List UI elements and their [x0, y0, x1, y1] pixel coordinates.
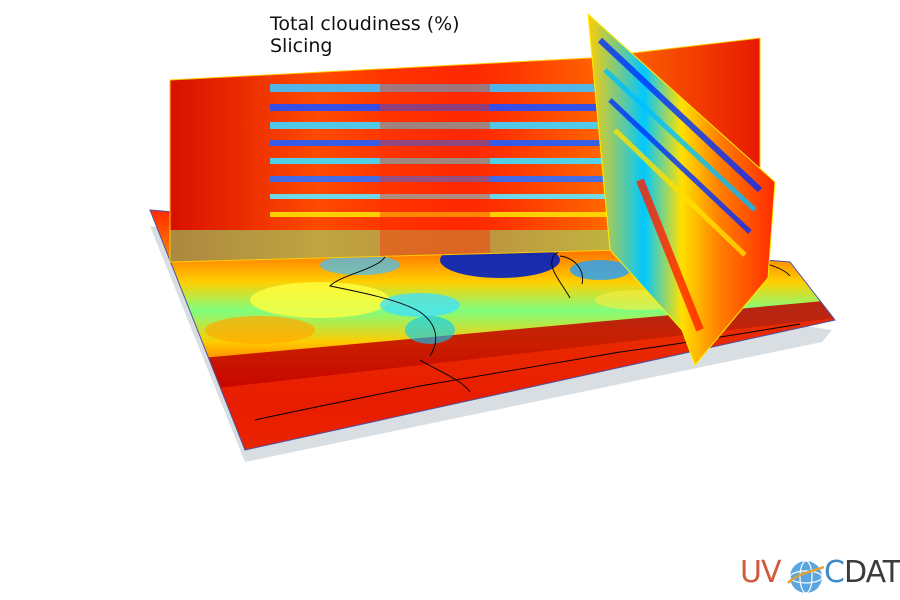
logo-part-c: C: [824, 555, 845, 590]
globe-icon: [787, 560, 825, 594]
title-line-mode: Slicing: [270, 35, 333, 57]
title-line-variable: Total cloudiness (%): [270, 13, 460, 35]
logo-part-dat: DAT: [844, 555, 900, 590]
plot-title: Total cloudiness (%) Slicing: [270, 13, 460, 57]
uvcdat-logo: UV C DAT: [738, 553, 900, 597]
logo-part-uv: UV: [740, 555, 781, 590]
